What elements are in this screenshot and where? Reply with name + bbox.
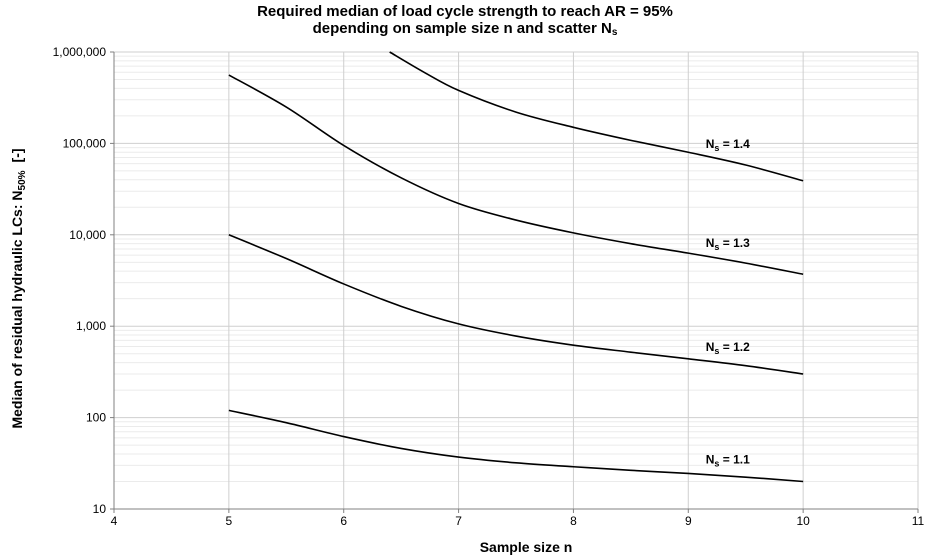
chart-title-line2-sub: s [611,27,618,38]
x-tick-label: 5 [226,514,233,528]
series-label-sub: s [714,143,719,153]
series-label-value: = 1.3 [719,236,750,250]
series-label-n: N [706,453,715,467]
series-label-4: Ns = 1.4 [706,137,750,153]
series-label-value: = 1.4 [719,137,750,151]
series-line-4 [389,51,804,182]
chart-title-line2: depending on sample size n and scatter N… [0,20,930,41]
series-label-3: Ns = 1.3 [706,236,750,252]
x-tick-label: 11 [912,514,925,528]
series-line-3 [228,74,804,276]
series-label-value: = 1.1 [719,453,750,467]
chart-title-line1: Required median of load cycle strength t… [257,3,673,20]
y-axis-label-sub: 50% [17,170,28,190]
y-tick-label: 1,000 [76,319,106,333]
series-label-1: Ns = 1.1 [706,453,750,469]
series-label-value: = 1.2 [719,340,750,354]
series-label-sub: s [714,346,719,356]
series-line-1 [228,409,804,483]
series-lines [228,51,804,483]
series-line-2 [228,234,804,375]
y-tick-label: 10 [93,502,107,516]
y-tick-label: 100,000 [63,136,107,150]
y-axis-label-main: Median of residual hydraulic LCs: N [9,190,25,428]
y-tick-label: 10,000 [69,228,106,242]
x-tick-label: 10 [796,514,810,528]
plot-area [114,52,918,509]
chart-title-line2-text: depending on sample size n and scatter N [312,20,612,37]
x-tick-label: 9 [685,514,692,528]
x-axis-label: Sample size n [480,539,573,555]
y-axis-label: Median of residual hydraulic LCs: N50% [-… [9,148,28,428]
series-label-n: N [706,340,715,354]
y-tick-label: 1,000,000 [53,45,107,59]
series-label-sub: s [714,242,719,252]
y-axis-label-unit: [-] [9,148,25,162]
series-label-n: N [706,137,715,151]
series-label-sub: s [714,459,719,469]
x-tick-label: 7 [455,514,462,528]
x-tick-label: 4 [111,514,118,528]
series-label-n: N [706,236,715,250]
y-tick-label: 100 [86,411,106,425]
series-label-2: Ns = 1.2 [706,340,750,356]
minor-gridlines [114,55,918,482]
x-tick-label: 8 [570,514,577,528]
x-tick-label: 6 [340,514,347,528]
